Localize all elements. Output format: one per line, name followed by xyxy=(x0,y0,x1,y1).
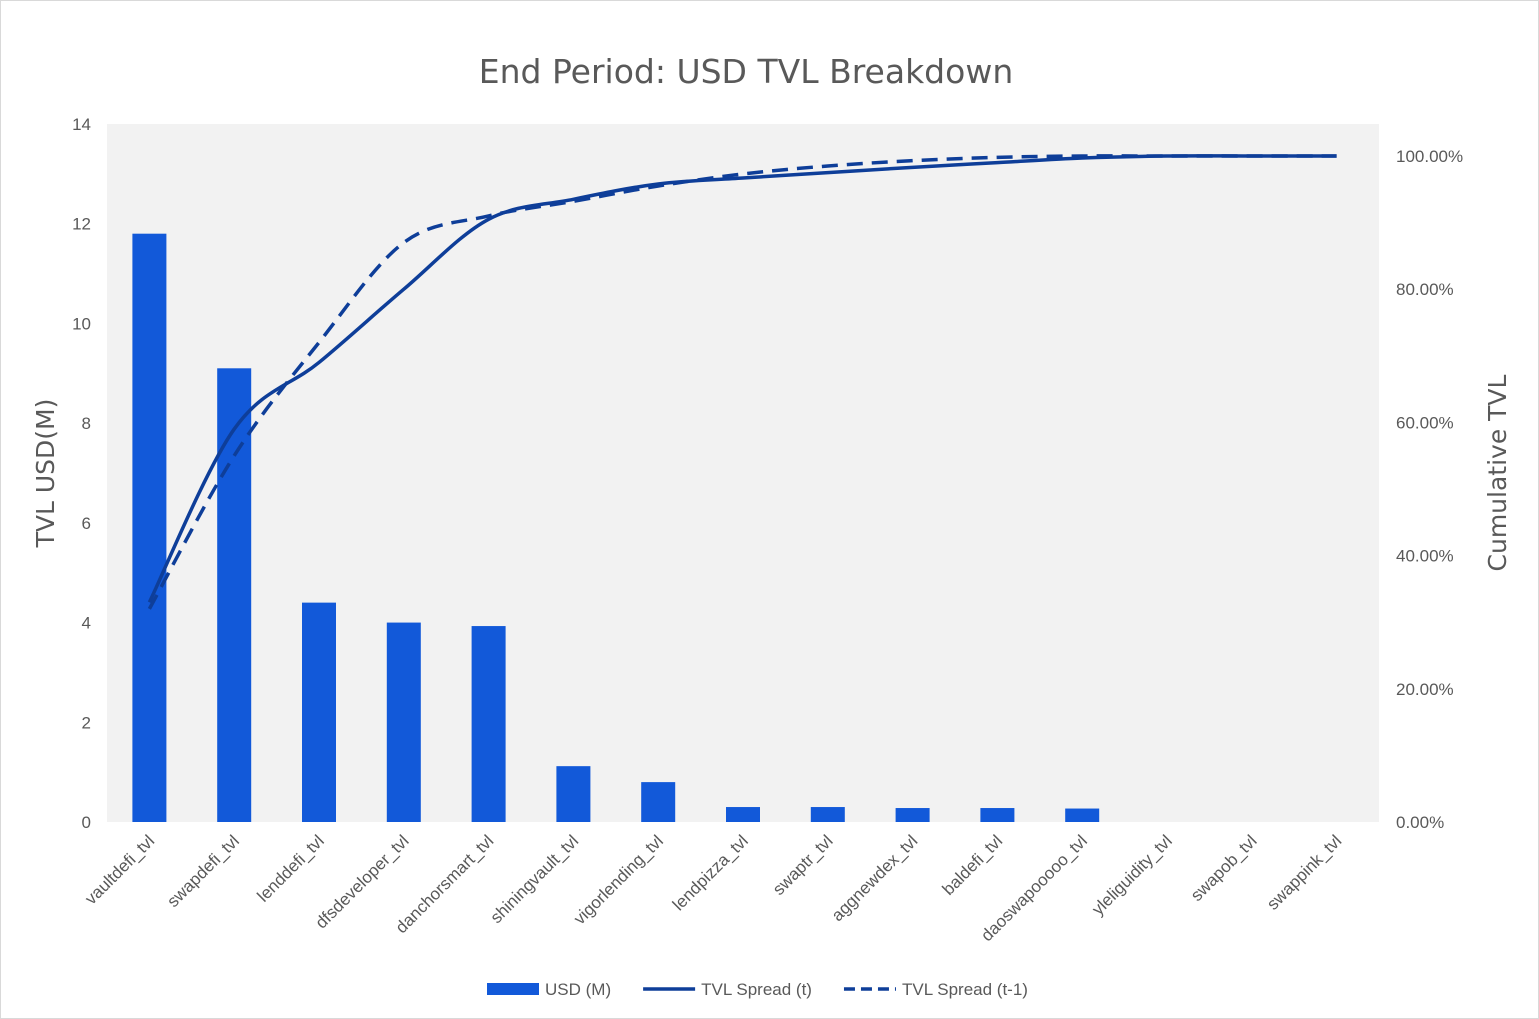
y2-tick-label: 40.00% xyxy=(1396,547,1454,566)
legend-label: TVL Spread (t) xyxy=(701,980,812,999)
x-axis-ticks: vaultdefi_tvl swapdefi_tvl lenddefi_tvldfs… xyxy=(81,831,1345,945)
y-tick-label: 2 xyxy=(82,713,91,732)
y2-tick-label: 60.00% xyxy=(1396,413,1454,432)
y-tick-label: 12 xyxy=(72,215,91,234)
bar xyxy=(810,807,845,822)
y-tick-label: 10 xyxy=(72,314,91,333)
chart-title: End Period: USD TVL Breakdown xyxy=(479,52,1013,91)
x-tick-label: yleliguidity_tvl xyxy=(1088,831,1176,919)
line-series xyxy=(147,154,1337,610)
y-axis-ticks: 0 2 4 6 8 10 12 14 xyxy=(72,115,91,832)
bar xyxy=(641,782,676,822)
x-tick-label: swaptr_tvl xyxy=(769,831,837,899)
x-tick-label: baldefi_tvl xyxy=(939,831,1007,899)
y-tick-label: 0 xyxy=(82,813,91,832)
legend-label: TVL Spread (t-1) xyxy=(902,980,1028,999)
legend-swatch xyxy=(487,983,539,995)
x-tick-label: aggnewdex_tvl xyxy=(828,831,922,925)
bar xyxy=(1065,808,1100,822)
x-tick-label: swapdefi_tvl xyxy=(163,831,243,911)
bar xyxy=(386,622,421,822)
legend-label: USD (M) xyxy=(545,980,611,999)
bar xyxy=(217,368,252,822)
line-tvl-spread-t-1 xyxy=(147,154,1337,610)
y2-axis-title: Cumulative TVL xyxy=(1483,374,1512,571)
bar xyxy=(980,808,1015,822)
x-tick-label: vigorlending_tvl xyxy=(570,831,667,928)
y2-tick-label: 100.00% xyxy=(1396,147,1463,166)
plot-area xyxy=(107,124,1379,822)
x-tick-label: vaultdefi_tvl xyxy=(81,831,158,908)
bar xyxy=(302,602,336,822)
y-tick-label: 8 xyxy=(82,414,91,433)
x-tick-label: lenddefi_tvl xyxy=(254,831,328,905)
bar xyxy=(471,626,506,822)
x-tick-label: shiningvault_tvl xyxy=(487,831,583,927)
y-tick-label: 6 xyxy=(82,514,91,533)
x-tick-label: swapob_tvl xyxy=(1187,831,1261,905)
bar xyxy=(895,808,930,822)
y-tick-label: 4 xyxy=(82,614,91,633)
bar xyxy=(132,233,167,822)
y-axis-title: TVL USD(M) xyxy=(31,399,60,549)
y2-tick-label: 0.00% xyxy=(1396,813,1444,832)
x-tick-label: swappink_tvl xyxy=(1263,831,1345,913)
bar xyxy=(556,766,591,822)
y2-axis-ticks: 0.00% 20.00% 40.00% 60.00% 80.00% 100.00% xyxy=(1396,147,1463,832)
x-tick-label: lendpizza_tvl xyxy=(669,831,752,914)
y2-tick-label: 80.00% xyxy=(1396,280,1454,299)
bar-series xyxy=(132,233,1100,822)
y2-tick-label: 20.00% xyxy=(1396,680,1454,699)
bar xyxy=(726,807,760,822)
y-tick-label: 14 xyxy=(72,115,91,134)
legend: USD (M) TVL Spread (t) TVL Spread (t-1) xyxy=(487,980,1028,999)
